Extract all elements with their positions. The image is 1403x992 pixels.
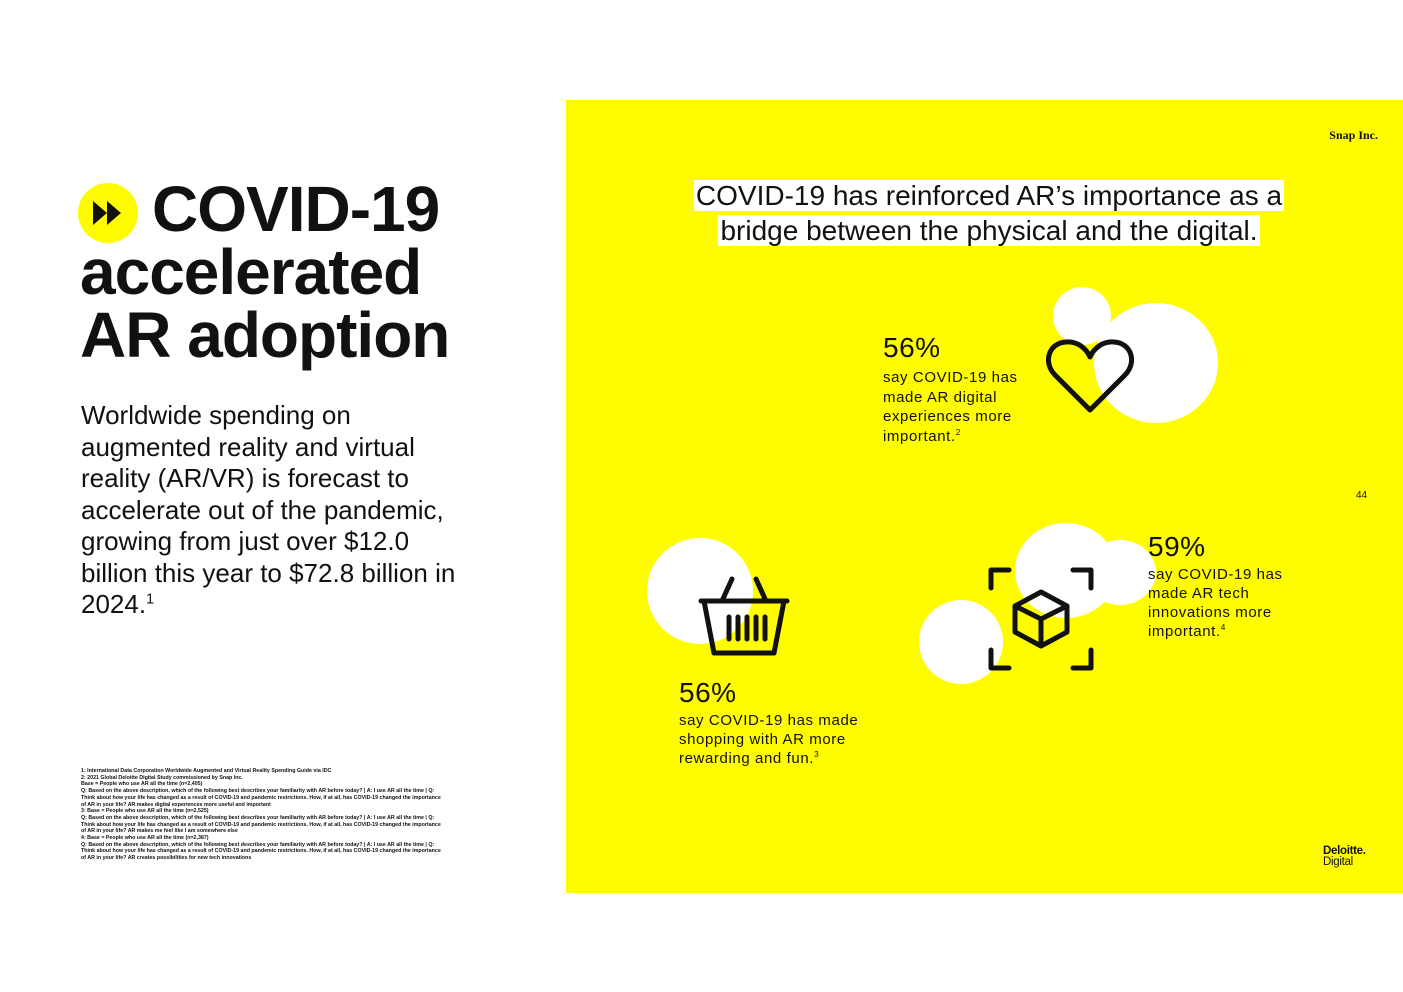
- headline-line-1: COVID-19: [152, 173, 440, 245]
- deloitte-logo-line1: Deloitte.: [1323, 845, 1366, 857]
- headline-line-2: accelerated: [80, 236, 422, 308]
- footnote-line: 4: Base = People who use AR all the time…: [81, 835, 209, 842]
- deloitte-logo-line2: Digital: [1323, 856, 1353, 868]
- footnote-line: 3: Base = People who use AR all the time…: [81, 808, 209, 815]
- footnote-line: Q: Based on the above description, which…: [81, 788, 441, 808]
- snap-logo: Snap Inc.: [1329, 128, 1378, 142]
- intro-text: Worldwide spending on augmented reality …: [81, 400, 456, 619]
- stat-description: say COVID-19 has made shopping with AR m…: [679, 711, 884, 768]
- stat-block-shopping: 56% say COVID-19 has made shopping with …: [679, 677, 884, 768]
- stat-description-text: say COVID-19 has made shopping with AR m…: [679, 712, 859, 767]
- page-title: COVID-19 accelerated AR adoption: [80, 173, 520, 371]
- stat-footnote-ref: 2: [955, 427, 961, 437]
- stat-footnote-ref: 4: [1220, 623, 1226, 632]
- stat-value: 56%: [883, 332, 941, 363]
- page-number: 44: [1356, 490, 1368, 501]
- stat-description: say COVID-19 has made AR digital experie…: [883, 368, 1053, 446]
- heart-icon: [1045, 337, 1135, 420]
- stat-block-tech-innovations: 59% say COVID-19 has made AR tech innova…: [1148, 531, 1308, 641]
- stat-block-digital-experiences: 56% say COVID-19 has made AR digital exp…: [883, 332, 1053, 446]
- footnotes: 1: International Data Corporation Worldw…: [81, 768, 446, 862]
- stat-description: say COVID-19 has made AR tech innovation…: [1148, 565, 1308, 641]
- stat-value: 59%: [1148, 531, 1206, 562]
- stat-value: 56%: [679, 677, 737, 708]
- headline-line-3: AR adoption: [80, 299, 450, 371]
- deloitte-digital-logo: Deloitte. Digital: [1323, 845, 1366, 868]
- ar-cube-icon: [987, 566, 1097, 677]
- intro-footnote-ref: 1: [146, 591, 155, 608]
- decorative-circle: [647, 538, 753, 644]
- decorative-circle: [1084, 540, 1156, 605]
- stats-panel: Snap Inc. COVID-19 has reinforced AR’s i…: [566, 100, 1403, 893]
- stat-description-text: say COVID-19 has made AR tech innovation…: [1148, 566, 1283, 640]
- footnote-line: Q: Based on the above description, which…: [81, 814, 441, 835]
- decorative-circle: [1094, 303, 1218, 423]
- footnote-line: Base = People who use AR all the time (n…: [81, 781, 203, 788]
- shopping-basket-icon: [698, 575, 790, 662]
- intro-paragraph: Worldwide spending on augmented reality …: [81, 400, 461, 621]
- stat-description-text: say COVID-19 has made AR digital experie…: [883, 369, 1018, 445]
- banner-text: COVID-19 has reinforced AR’s importance …: [693, 180, 1285, 246]
- panel-banner: COVID-19 has reinforced AR’s importance …: [664, 178, 1314, 248]
- decorative-circle: [919, 600, 1003, 684]
- fast-forward-icon: [78, 183, 138, 243]
- footnote-line: Q: Based on the above description, which…: [81, 841, 441, 862]
- footnote-line: 1: International Data Corporation Worldw…: [81, 768, 332, 774]
- stat-footnote-ref: 3: [814, 750, 820, 759]
- footnote-line: 2: 2021 Global Deloitte Digital Study co…: [81, 774, 243, 781]
